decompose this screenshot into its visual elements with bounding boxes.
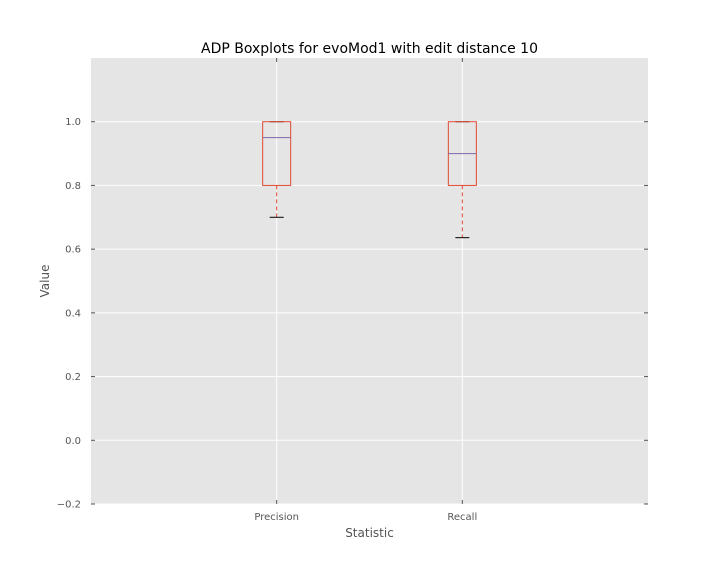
axis-ticks: −0.2 0.0 0.2 0.4 0.6 0.8 1.0 Precision Recall bbox=[57, 58, 648, 523]
y-axis-label: Value bbox=[38, 265, 52, 298]
x-axis-label: Statistic bbox=[345, 526, 394, 540]
grid-lines bbox=[91, 58, 648, 505]
iqr-box bbox=[262, 121, 292, 186]
y-tick-label: 0.0 bbox=[65, 436, 81, 447]
y-tick-label: 0.6 bbox=[65, 245, 81, 256]
y-tick-label: 1.0 bbox=[65, 117, 81, 128]
y-tick-label: 0.2 bbox=[65, 372, 81, 383]
chart-title: ADP Boxplots for evoMod1 with edit dista… bbox=[201, 41, 538, 57]
y-tick-label: −0.2 bbox=[57, 500, 81, 511]
x-tick-label: Precision bbox=[254, 512, 299, 523]
box-recall bbox=[447, 121, 477, 239]
boxplot-series bbox=[262, 121, 477, 239]
x-tick-label: Recall bbox=[447, 512, 477, 523]
plot-area bbox=[91, 58, 648, 504]
y-tick-label: 0.8 bbox=[65, 181, 81, 192]
y-tick-label: 0.4 bbox=[65, 308, 81, 319]
box-precision bbox=[262, 121, 292, 218]
